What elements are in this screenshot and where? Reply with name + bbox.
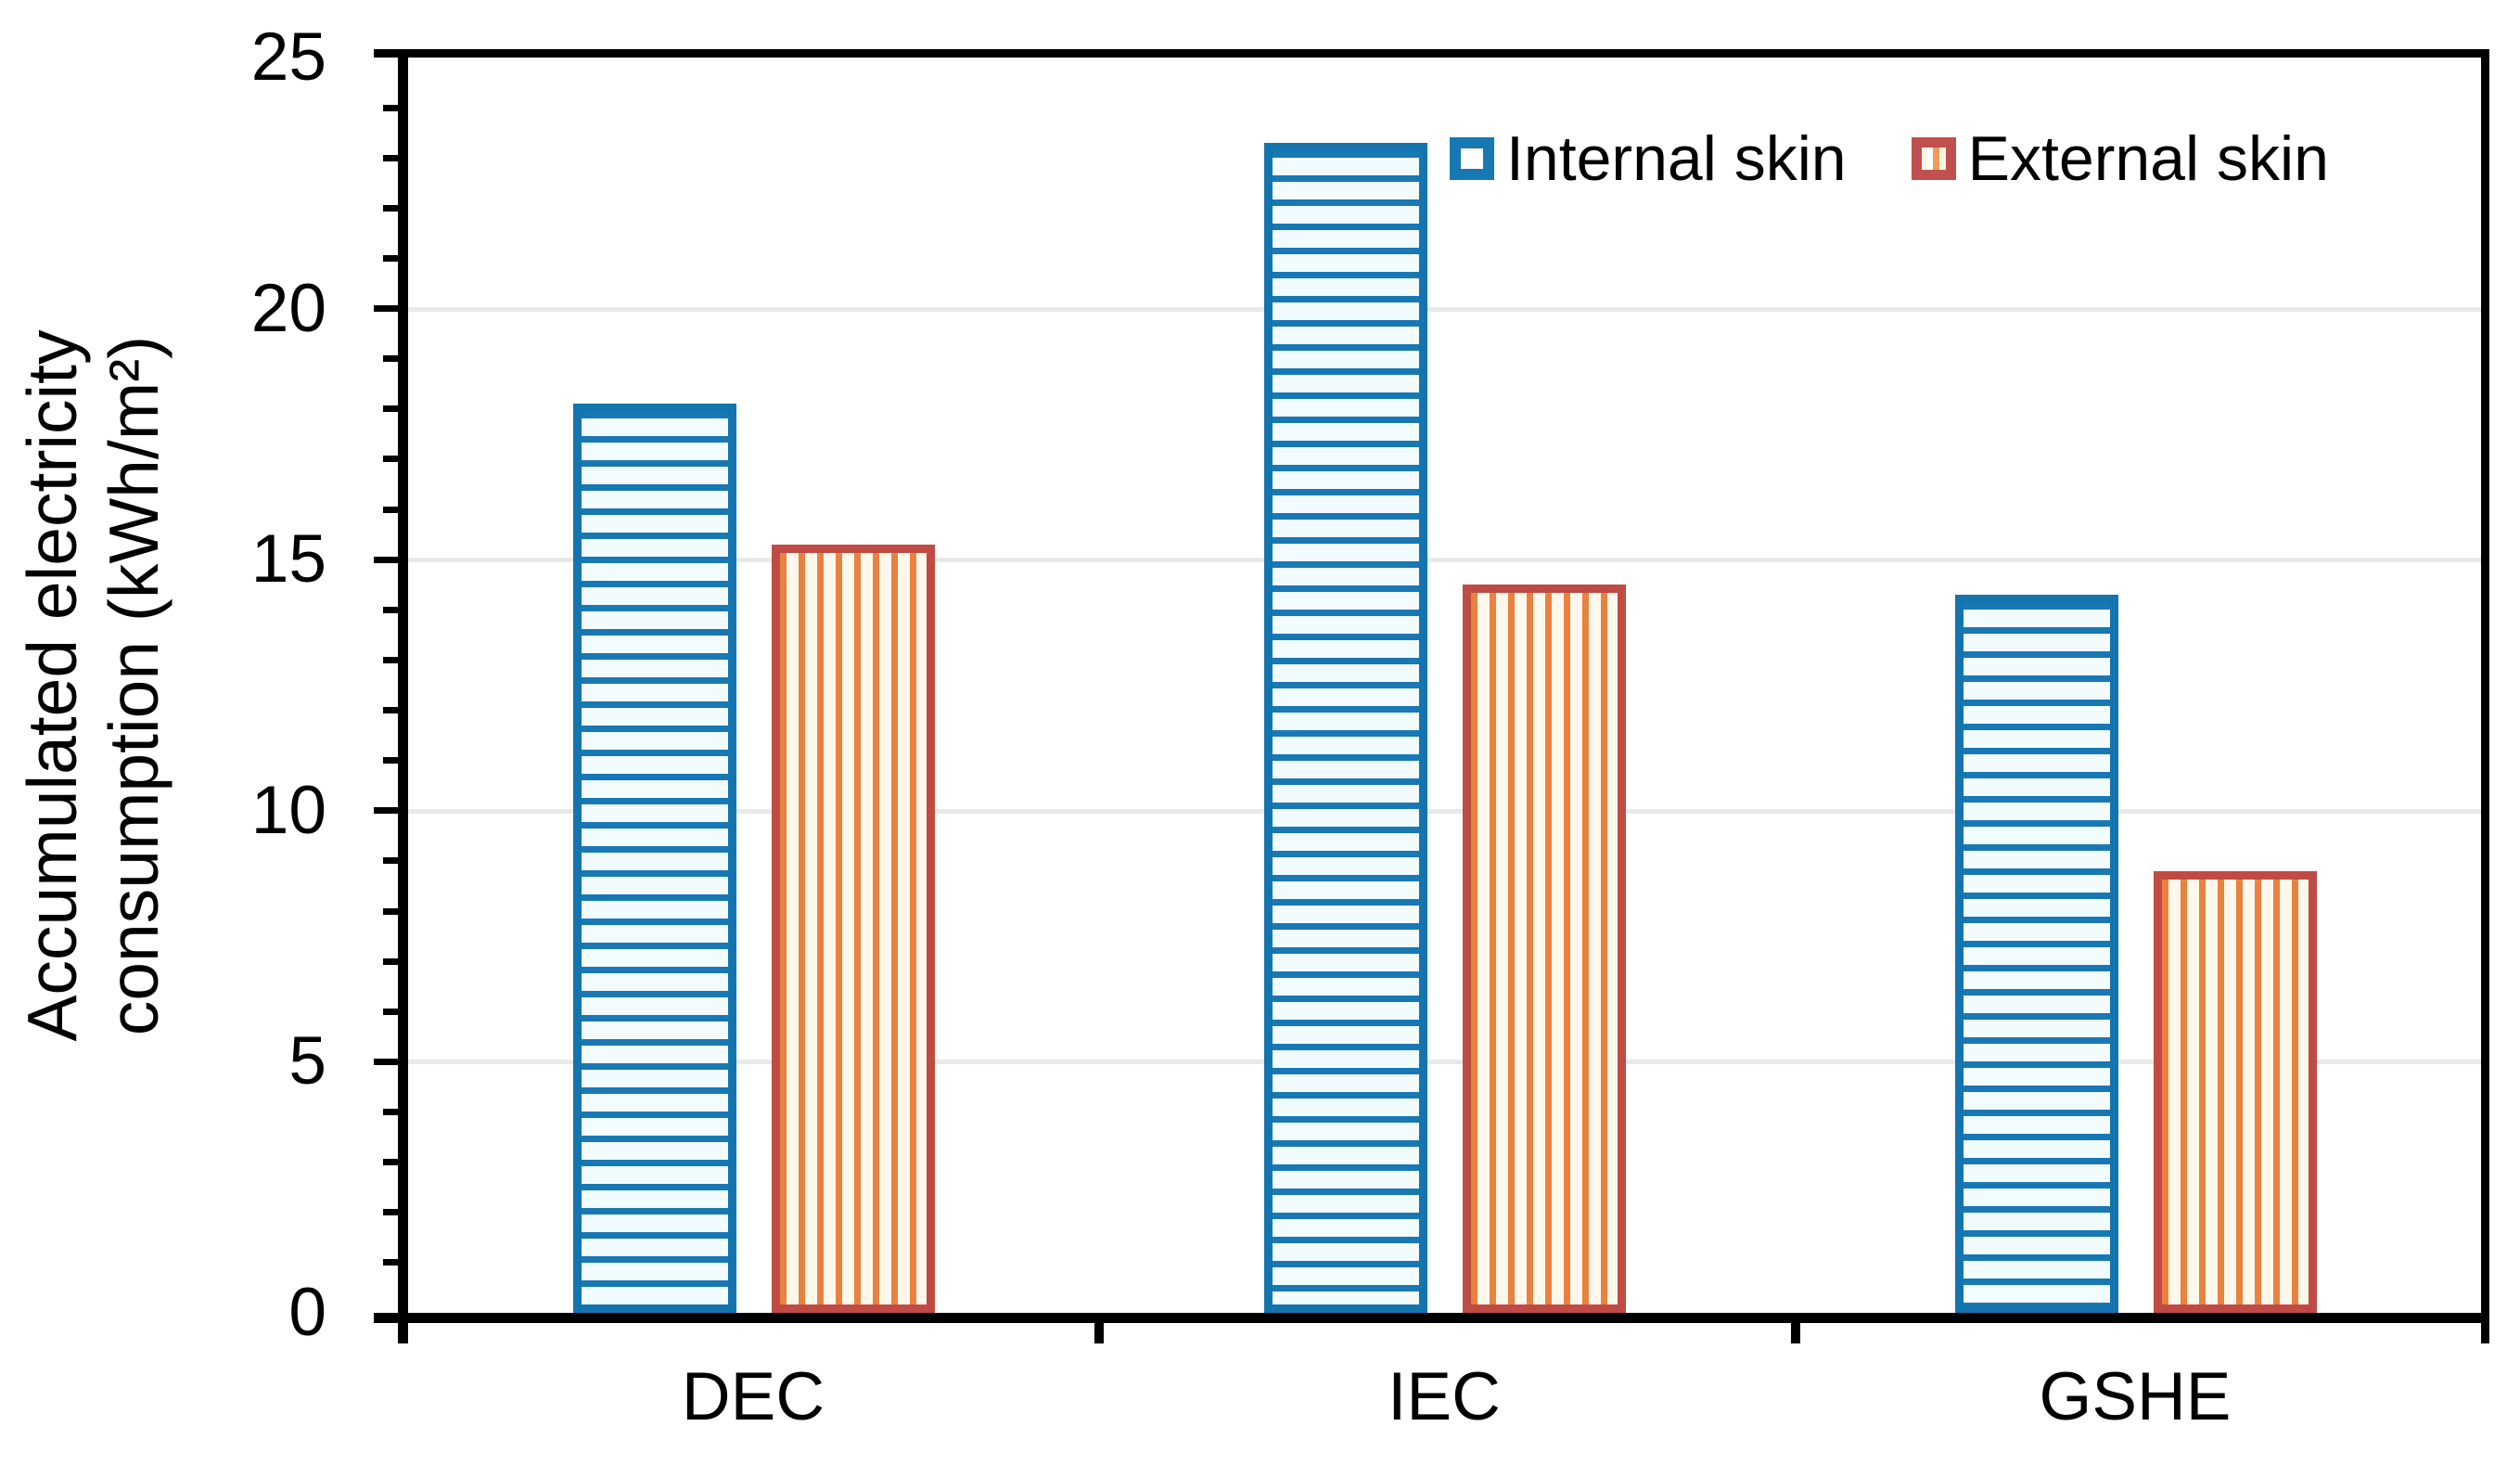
y-major-tick-15 [374,557,398,563]
legend: Internal skin External skin [1450,122,2329,196]
y-tick-label-20: 20 [250,271,326,346]
y-minor-tick-16 [383,507,398,513]
y-minor-tick-13 [383,657,398,663]
y-minor-tick-17 [383,456,398,462]
y-major-tick-20 [374,305,398,312]
bar-external-skin-iec [1462,585,1626,1313]
y-tick-label-25: 25 [250,19,326,95]
y-minor-tick-18 [383,405,398,412]
bar-internal-skin-iec [1263,143,1427,1313]
x-tick-2 [1791,1323,1800,1343]
y-axis-title-line1: Accumulated electricity [13,329,91,1042]
x-tick-1 [1094,1323,1104,1343]
gridline-5 [408,1060,2481,1065]
y-minor-tick-14 [383,607,398,613]
y-minor-tick-22 [383,205,398,212]
legend-item-external-skin: External skin [1911,122,2329,196]
y-minor-tick-2 [383,1209,398,1215]
gridline-10 [408,808,2481,814]
y-minor-tick-11 [383,757,398,764]
y-tick-label-10: 10 [250,773,326,848]
y-major-tick-0 [374,1313,398,1323]
x-category-label-dec: DEC [681,1359,825,1434]
y-minor-tick-21 [383,255,398,262]
y-minor-tick-7 [383,958,398,965]
y-major-tick-10 [374,807,398,814]
y-tick-label-5: 5 [288,1023,326,1099]
gridline-20 [408,306,2481,312]
bar-internal-skin-gshe [1954,595,2118,1313]
x-category-label-iec: IEC [1388,1359,1501,1434]
y-tick-label-0: 0 [288,1275,326,1350]
y-minor-tick-23 [383,155,398,161]
x-category-label-gshe: GSHE [2039,1359,2232,1434]
y-minor-tick-3 [383,1159,398,1165]
legend-item-internal-skin: Internal skin [1450,122,1847,196]
y-minor-tick-9 [383,857,398,864]
y-minor-tick-12 [383,707,398,713]
external-skin-swatch-icon [1911,137,1956,180]
y-minor-tick-1 [383,1259,398,1266]
plot-area [398,49,2489,1323]
y-major-tick-5 [374,1059,398,1065]
bar-external-skin-gshe [2153,871,2317,1313]
x-tick-3 [2481,1323,2489,1343]
legend-label-external-skin: External skin [1967,123,2329,194]
gridline-15 [408,558,2481,563]
y-minor-tick-24 [383,105,398,111]
x-tick-0 [398,1323,408,1343]
y-minor-tick-19 [383,355,398,362]
y-tick-label-15: 15 [250,521,326,597]
internal-skin-swatch-icon [1450,137,1494,180]
y-minor-tick-6 [383,1009,398,1015]
legend-label-internal-skin: Internal skin [1506,123,1847,194]
y-minor-tick-4 [383,1109,398,1115]
y-major-tick-25 [374,49,398,58]
bar-external-skin-dec [771,545,935,1313]
y-minor-tick-8 [383,908,398,915]
bar-internal-skin-dec [572,404,736,1313]
